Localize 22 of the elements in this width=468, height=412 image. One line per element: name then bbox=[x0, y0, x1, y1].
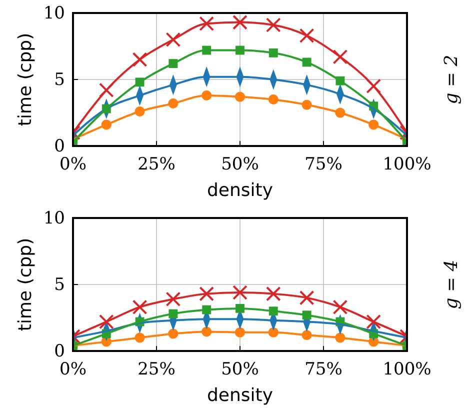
x-tick-label: 50% bbox=[221, 154, 259, 174]
x-tick-label: 25% bbox=[138, 359, 176, 380]
x-axis-title: density bbox=[207, 385, 274, 406]
y-axis-title: time (cpp) bbox=[15, 32, 36, 126]
y-tick-label: 10 bbox=[43, 3, 65, 24]
x-tick-label: 100% bbox=[382, 359, 432, 380]
x-tick-label: 100% bbox=[382, 154, 432, 174]
y-tick-label: 10 bbox=[43, 208, 65, 228]
x-tick-label: 0% bbox=[60, 359, 86, 380]
x-tick-label: 75% bbox=[304, 154, 342, 174]
x-tick-label: 0% bbox=[60, 154, 86, 174]
y-tick-label: 5 bbox=[54, 70, 65, 90]
text: g = 4 bbox=[441, 260, 462, 310]
x-axis-title: density bbox=[207, 180, 274, 201]
x-tick-label: 25% bbox=[138, 154, 176, 174]
y-tick-label: 0 bbox=[54, 341, 65, 362]
x-tick-label: 75% bbox=[304, 359, 342, 380]
x-tick-label: 50% bbox=[221, 359, 259, 380]
text: g = 2 bbox=[441, 54, 462, 104]
y-axis-title: time (cpp) bbox=[15, 238, 36, 332]
y-tick-label: 0 bbox=[54, 136, 65, 156]
y-tick-label: 5 bbox=[54, 274, 65, 295]
